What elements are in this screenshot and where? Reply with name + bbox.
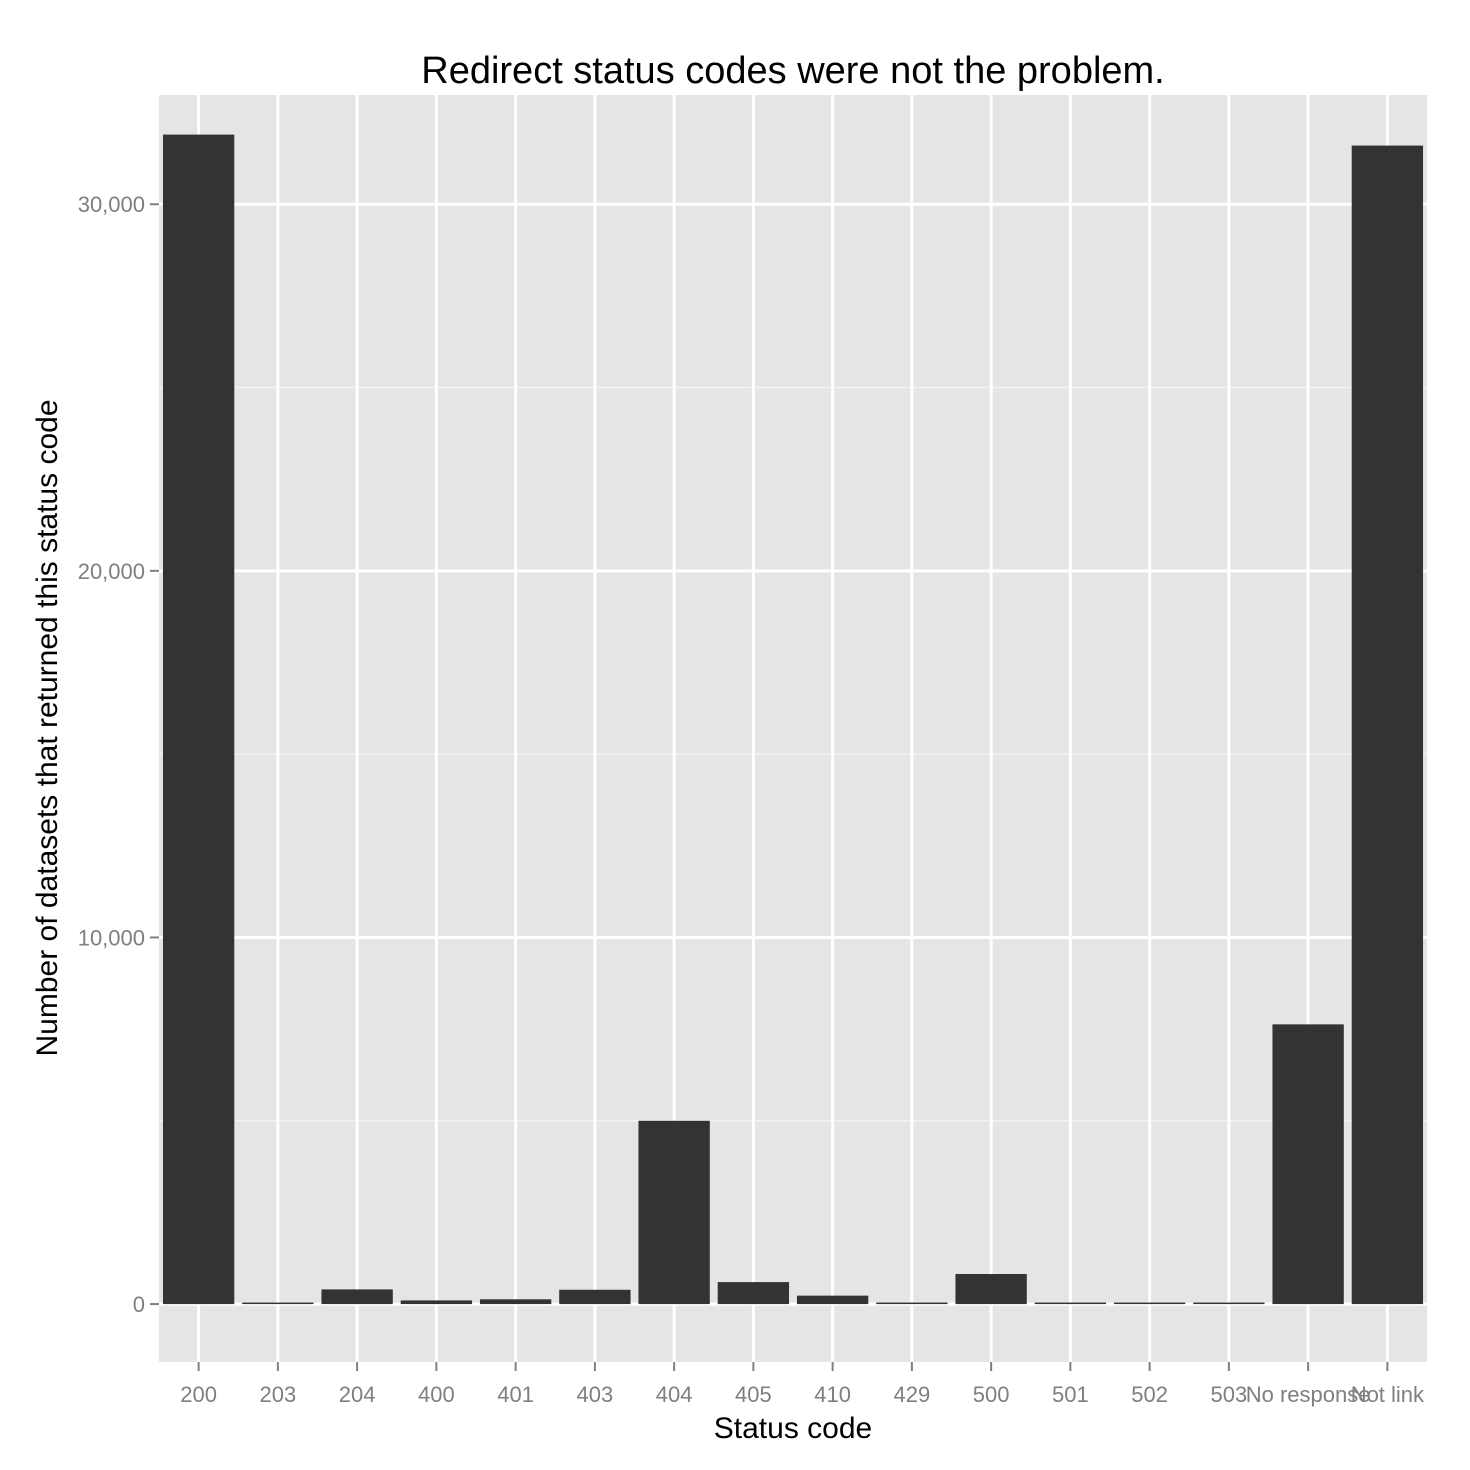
bar-not-link <box>1351 145 1424 1305</box>
bar-405 <box>717 1282 790 1305</box>
x-tick-label: 405 <box>735 1382 772 1407</box>
x-tick-label: 401 <box>497 1382 534 1407</box>
x-tick-label: Not link <box>1351 1382 1425 1407</box>
y-tick-label: 20,000 <box>78 559 145 584</box>
bar-203 <box>242 1302 314 1305</box>
bar-503 <box>1193 1302 1265 1305</box>
bars <box>162 134 1424 1305</box>
bar-410 <box>796 1295 869 1305</box>
bar-400 <box>400 1300 473 1305</box>
chart-title: Redirect status codes were not the probl… <box>421 50 1165 92</box>
y-axis: 0 10,000 20,000 30,000 <box>78 192 159 1317</box>
x-tick-label: 410 <box>814 1382 851 1407</box>
x-tick-label: 203 <box>260 1382 297 1407</box>
x-tick-label: 502 <box>1131 1382 1168 1407</box>
x-tick-label: 500 <box>973 1382 1010 1407</box>
bar-no-response <box>1272 1024 1344 1305</box>
x-tick-label: 204 <box>339 1382 376 1407</box>
x-axis: 200 203 204 400 401 403 404 405 410 429 500 501 502 5… <box>180 1362 1425 1407</box>
x-tick-label: 503 <box>1211 1382 1248 1407</box>
bar-200 <box>162 134 235 1305</box>
y-tick-label: 10,000 <box>78 925 145 950</box>
bar-401 <box>479 1299 552 1305</box>
bar-404 <box>638 1120 710 1305</box>
x-tick-label: 400 <box>418 1382 455 1407</box>
bar-429 <box>876 1302 948 1305</box>
x-tick-label: No response <box>1246 1382 1371 1407</box>
plot-panel <box>159 95 1427 1362</box>
x-tick-label: 403 <box>577 1382 614 1407</box>
y-axis-title: Number of datasets that returned this st… <box>31 399 64 1056</box>
bar-500 <box>955 1274 1027 1305</box>
x-axis-title: Status code <box>714 1412 872 1445</box>
bar-204 <box>321 1289 393 1305</box>
bar-502 <box>1113 1302 1186 1305</box>
bar-403 <box>559 1289 631 1305</box>
y-tick-label: 0 <box>133 1292 145 1317</box>
x-tick-label: 429 <box>894 1382 931 1407</box>
y-tick-label: 30,000 <box>78 192 145 217</box>
x-tick-label: 501 <box>1052 1382 1089 1407</box>
minor-gridlines <box>159 386 1427 1122</box>
x-tick-label: 404 <box>656 1382 693 1407</box>
bar-501 <box>1034 1302 1107 1305</box>
x-tick-label: 200 <box>180 1382 217 1407</box>
